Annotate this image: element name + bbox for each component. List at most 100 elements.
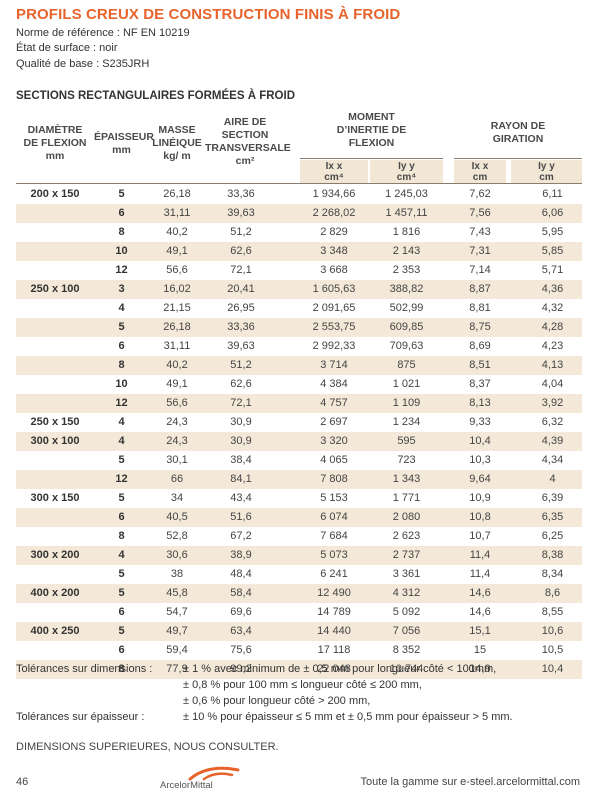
cell-mass: 21,15 bbox=[163, 302, 191, 314]
cell-ry: 10,5 bbox=[541, 644, 564, 656]
table-row: 6 31,11 39,63 2 992,33 709,63 8,69 4,23 bbox=[16, 337, 582, 356]
header-moment: MOMENT D’INERTIE DE FLEXION bbox=[300, 111, 443, 150]
cell-dim bbox=[16, 375, 94, 394]
cell-dim bbox=[16, 356, 94, 375]
header-dimension: DIAMÈTRE DE FLEXION mm bbox=[16, 124, 94, 163]
cell-rx: 10,9 bbox=[469, 492, 491, 504]
cell-mass: 31,11 bbox=[163, 207, 191, 219]
cell-rx: 7,31 bbox=[469, 245, 491, 257]
cell-area: 38,4 bbox=[230, 454, 252, 466]
cell-mass: 56,6 bbox=[166, 397, 188, 409]
page-number: 46 bbox=[16, 776, 29, 788]
cell-rx: 9,64 bbox=[469, 473, 491, 485]
cell-area: 43,4 bbox=[230, 492, 252, 504]
cell-thk: 10 bbox=[115, 245, 128, 257]
cell-ix: 2 992,33 bbox=[312, 340, 356, 352]
table-row: 400 x 200 5 45,8 58,4 12 490 4 312 14,6 8,6 bbox=[16, 584, 582, 603]
cell-ix: 3 320 bbox=[320, 435, 348, 447]
cell-dim bbox=[16, 242, 94, 261]
cell-thk: 8 bbox=[118, 226, 125, 238]
table-row: 8 40,2 51,2 2 829 1 816 7,43 5,95 bbox=[16, 223, 582, 242]
logo-swoosh-icon bbox=[188, 766, 240, 781]
cell-ix: 2 091,65 bbox=[312, 302, 356, 314]
header-moment-line2: D’INERTIE DE bbox=[336, 124, 407, 136]
header-area-line1: AIRE DE bbox=[223, 116, 267, 128]
cell-thk: 8 bbox=[118, 359, 125, 371]
cell-ix: 4 065 bbox=[320, 454, 348, 466]
cell-ry: 4,34 bbox=[541, 454, 564, 466]
cell-mass: 49,1 bbox=[166, 378, 188, 390]
cell-area: 75,6 bbox=[230, 644, 252, 656]
header-dim-line3: mm bbox=[45, 150, 65, 162]
cell-area: 30,9 bbox=[230, 416, 252, 428]
header-bottom-rule bbox=[16, 183, 582, 184]
subheader-rx-unit: cm bbox=[472, 172, 488, 183]
cell-iy: 10 744 bbox=[389, 663, 424, 675]
table-row: 4 21,15 26,95 2 091,65 502,99 8,81 4,32 bbox=[16, 299, 582, 318]
cell-mass: 26,18 bbox=[163, 188, 191, 200]
cell-iy: 1 234 bbox=[392, 416, 421, 428]
logo-text: ArcelorMittal bbox=[160, 780, 213, 791]
subheader-ry-unit: cm bbox=[539, 172, 554, 183]
cell-thk: 10 bbox=[115, 378, 128, 390]
cell-area: 67,2 bbox=[230, 530, 252, 542]
header-mass: MASSE LINÉIQUE kg/ m bbox=[149, 124, 205, 163]
subheader-ry: Iy y cm bbox=[511, 160, 582, 183]
cell-rx: 7,14 bbox=[469, 264, 491, 276]
table-row: 6 59,4 75,6 17 118 8 352 15 10,5 bbox=[16, 641, 582, 660]
header-radius: RAYON DE GIRATION bbox=[454, 120, 582, 146]
cell-area: 62,6 bbox=[230, 378, 252, 390]
cell-dim bbox=[16, 603, 94, 622]
cell-mass: 40,5 bbox=[166, 511, 188, 523]
cell-dim: 200 x 150 bbox=[30, 188, 80, 200]
cell-ry: 8,34 bbox=[541, 568, 564, 580]
surface-state: État de surface : noir bbox=[16, 42, 118, 54]
header-mass-line2: LINÉIQUE bbox=[152, 137, 202, 149]
cell-ix: 5 073 bbox=[320, 549, 348, 561]
cell-rx: 10,8 bbox=[469, 511, 491, 523]
cell-ry: 6,35 bbox=[541, 511, 564, 523]
cell-area: 69,6 bbox=[230, 606, 252, 618]
cell-ix: 2 268,02 bbox=[312, 207, 356, 219]
cell-ry: 4 bbox=[549, 473, 556, 485]
cell-thk: 12 bbox=[115, 473, 128, 485]
cell-thk: 5 bbox=[118, 188, 125, 200]
cell-area: 20,41 bbox=[227, 283, 255, 295]
cell-ix: 1 934,66 bbox=[312, 188, 356, 200]
cell-area: 51,2 bbox=[230, 359, 252, 371]
cell-rx: 7,62 bbox=[469, 188, 491, 200]
table-row: 5 38 48,4 6 241 3 361 11,4 8,34 bbox=[16, 565, 582, 584]
cell-dim bbox=[16, 223, 94, 242]
cell-area: 84,1 bbox=[230, 473, 252, 485]
table-row: 5 30,1 38,4 4 065 723 10,3 4,34 bbox=[16, 451, 582, 470]
cell-iy: 1 021 bbox=[392, 378, 421, 390]
cell-thk: 6 bbox=[118, 207, 125, 219]
cell-thk: 6 bbox=[118, 340, 125, 352]
cell-rx: 10,4 bbox=[469, 435, 491, 447]
table-row: 8 52,8 67,2 7 684 2 623 10,7 6,25 bbox=[16, 527, 582, 546]
tolerance-thickness-label: Tolérances sur épaisseur : bbox=[16, 711, 145, 723]
cell-dim bbox=[16, 299, 94, 318]
cell-ry: 8,55 bbox=[541, 606, 564, 618]
cell-mass: 66 bbox=[170, 473, 184, 485]
tolerance-dimensions-label: Tolérances sur dimensions : bbox=[16, 663, 153, 675]
cell-iy: 388,82 bbox=[389, 283, 424, 295]
header-thickness: ÉPAISSEUR mm bbox=[94, 131, 154, 157]
cell-rx: 15 bbox=[473, 644, 487, 656]
cell-mass: 52,8 bbox=[166, 530, 188, 542]
tolerance-thickness-line: ± 10 % pour épaisseur ≤ 5 mm et ± 0,5 mm… bbox=[183, 711, 513, 723]
website-link[interactable]: Toute la gamme sur e-steel.arcelormittal… bbox=[360, 776, 580, 788]
cell-rx: 10,3 bbox=[469, 454, 491, 466]
header-area-line2: SECTION bbox=[221, 129, 269, 141]
cell-ix: 1 605,63 bbox=[312, 283, 356, 295]
subheader-iy: Iy y cm⁴ bbox=[370, 160, 443, 183]
cell-thk: 3 bbox=[118, 283, 125, 295]
cell-ry: 6,06 bbox=[541, 207, 564, 219]
cell-ry: 6,39 bbox=[541, 492, 564, 504]
header-dim-line2: DE FLEXION bbox=[23, 137, 87, 149]
cell-area: 26,95 bbox=[227, 302, 255, 314]
cell-area: 33,36 bbox=[227, 188, 255, 200]
cell-dim bbox=[16, 318, 94, 337]
table-row: 10 49,1 62,6 3 348 2 143 7,31 5,85 bbox=[16, 242, 582, 261]
cell-iy: 1 816 bbox=[392, 226, 421, 238]
